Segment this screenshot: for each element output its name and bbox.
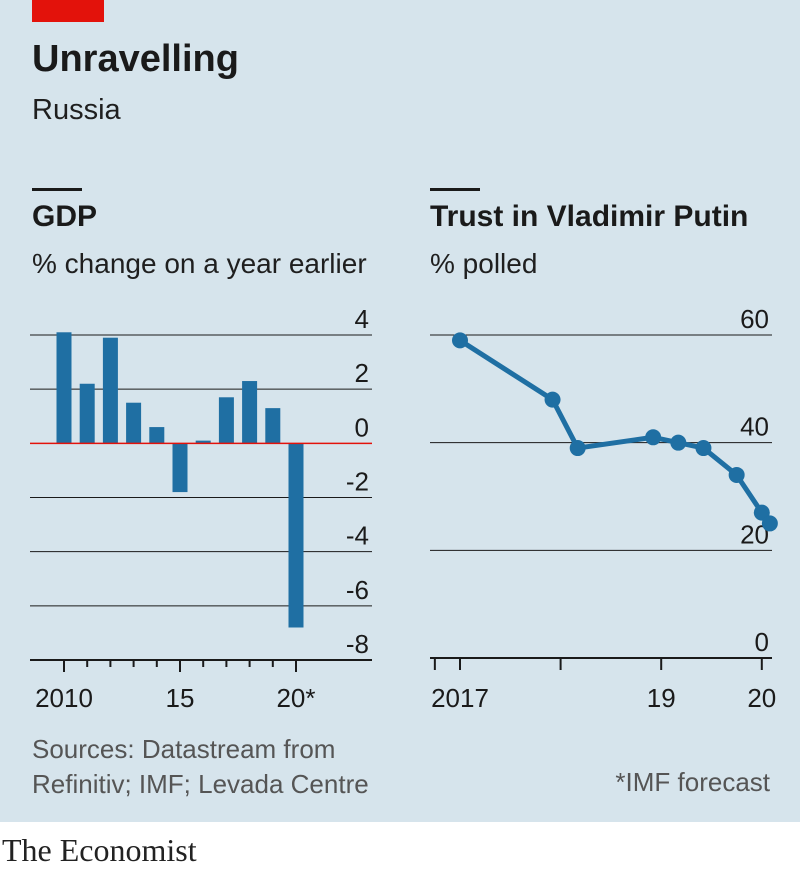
trust-series-line — [457, 337, 773, 526]
gdp-y-tick-label: -8 — [346, 629, 369, 659]
trust-y-tick-label: 60 — [740, 304, 769, 334]
gdp-chart-subtitle: % change on a year earlier — [32, 248, 367, 279]
trust-data-point — [728, 466, 745, 483]
trust-data-point — [761, 515, 778, 532]
gdp-bar — [242, 381, 258, 444]
trust-x-tick-label: 19 — [647, 683, 676, 713]
trust-title-rule — [430, 188, 480, 191]
trust-data-point — [695, 440, 712, 457]
forecast-footnote: *IMF forecast — [615, 767, 770, 797]
gdp-y-tick-label: 0 — [355, 412, 369, 442]
gdp-bar — [56, 332, 72, 444]
gdp-bar — [149, 427, 165, 444]
trust-data-point — [569, 440, 586, 457]
trust-data-point — [544, 391, 561, 408]
trust-data-point — [645, 429, 662, 446]
sources-note: Sources: Datastream from Refinitiv; IMF;… — [32, 734, 369, 799]
trust-data-point — [452, 332, 468, 349]
gdp-bar — [172, 443, 188, 493]
trust-x-tick-label: 20 — [747, 683, 776, 713]
chart-title: Unravelling — [32, 38, 239, 80]
gdp-y-tick-label: -4 — [346, 521, 369, 551]
trust-x-tick-label: 2017 — [431, 683, 489, 713]
gdp-y-tick-label: 4 — [355, 304, 369, 334]
gdp-bar — [265, 408, 281, 444]
gdp-bar — [195, 440, 211, 444]
trust-y-tick-label: 40 — [740, 412, 769, 442]
gdp-x-tick-label: 2010 — [35, 683, 93, 713]
gdp-y-tick-label: 2 — [355, 358, 369, 388]
gdp-y-tick-label: -2 — [346, 467, 369, 497]
gdp-bar — [218, 397, 234, 444]
brand-red-tag — [32, 0, 104, 22]
gdp-x-tick-label: 20* — [276, 683, 315, 713]
gdp-chart-title: GDP — [32, 200, 98, 233]
gdp-x-tick-label: 15 — [166, 683, 195, 713]
gdp-bar — [126, 402, 142, 444]
gdp-bar — [79, 383, 95, 444]
gdp-y-tick-label: -6 — [346, 575, 369, 605]
gdp-bar — [288, 443, 304, 628]
chart-subtitle: Russia — [32, 94, 121, 126]
gdp-title-rule — [32, 188, 82, 191]
trust-data-point — [670, 434, 687, 451]
trust-y-tick-label: 0 — [755, 627, 769, 657]
brand-logo: The Economist — [2, 832, 197, 868]
gdp-bar — [102, 337, 118, 444]
trust-chart-title: Trust in Vladimir Putin — [430, 200, 749, 233]
trust-chart-subtitle: % polled — [430, 248, 538, 279]
